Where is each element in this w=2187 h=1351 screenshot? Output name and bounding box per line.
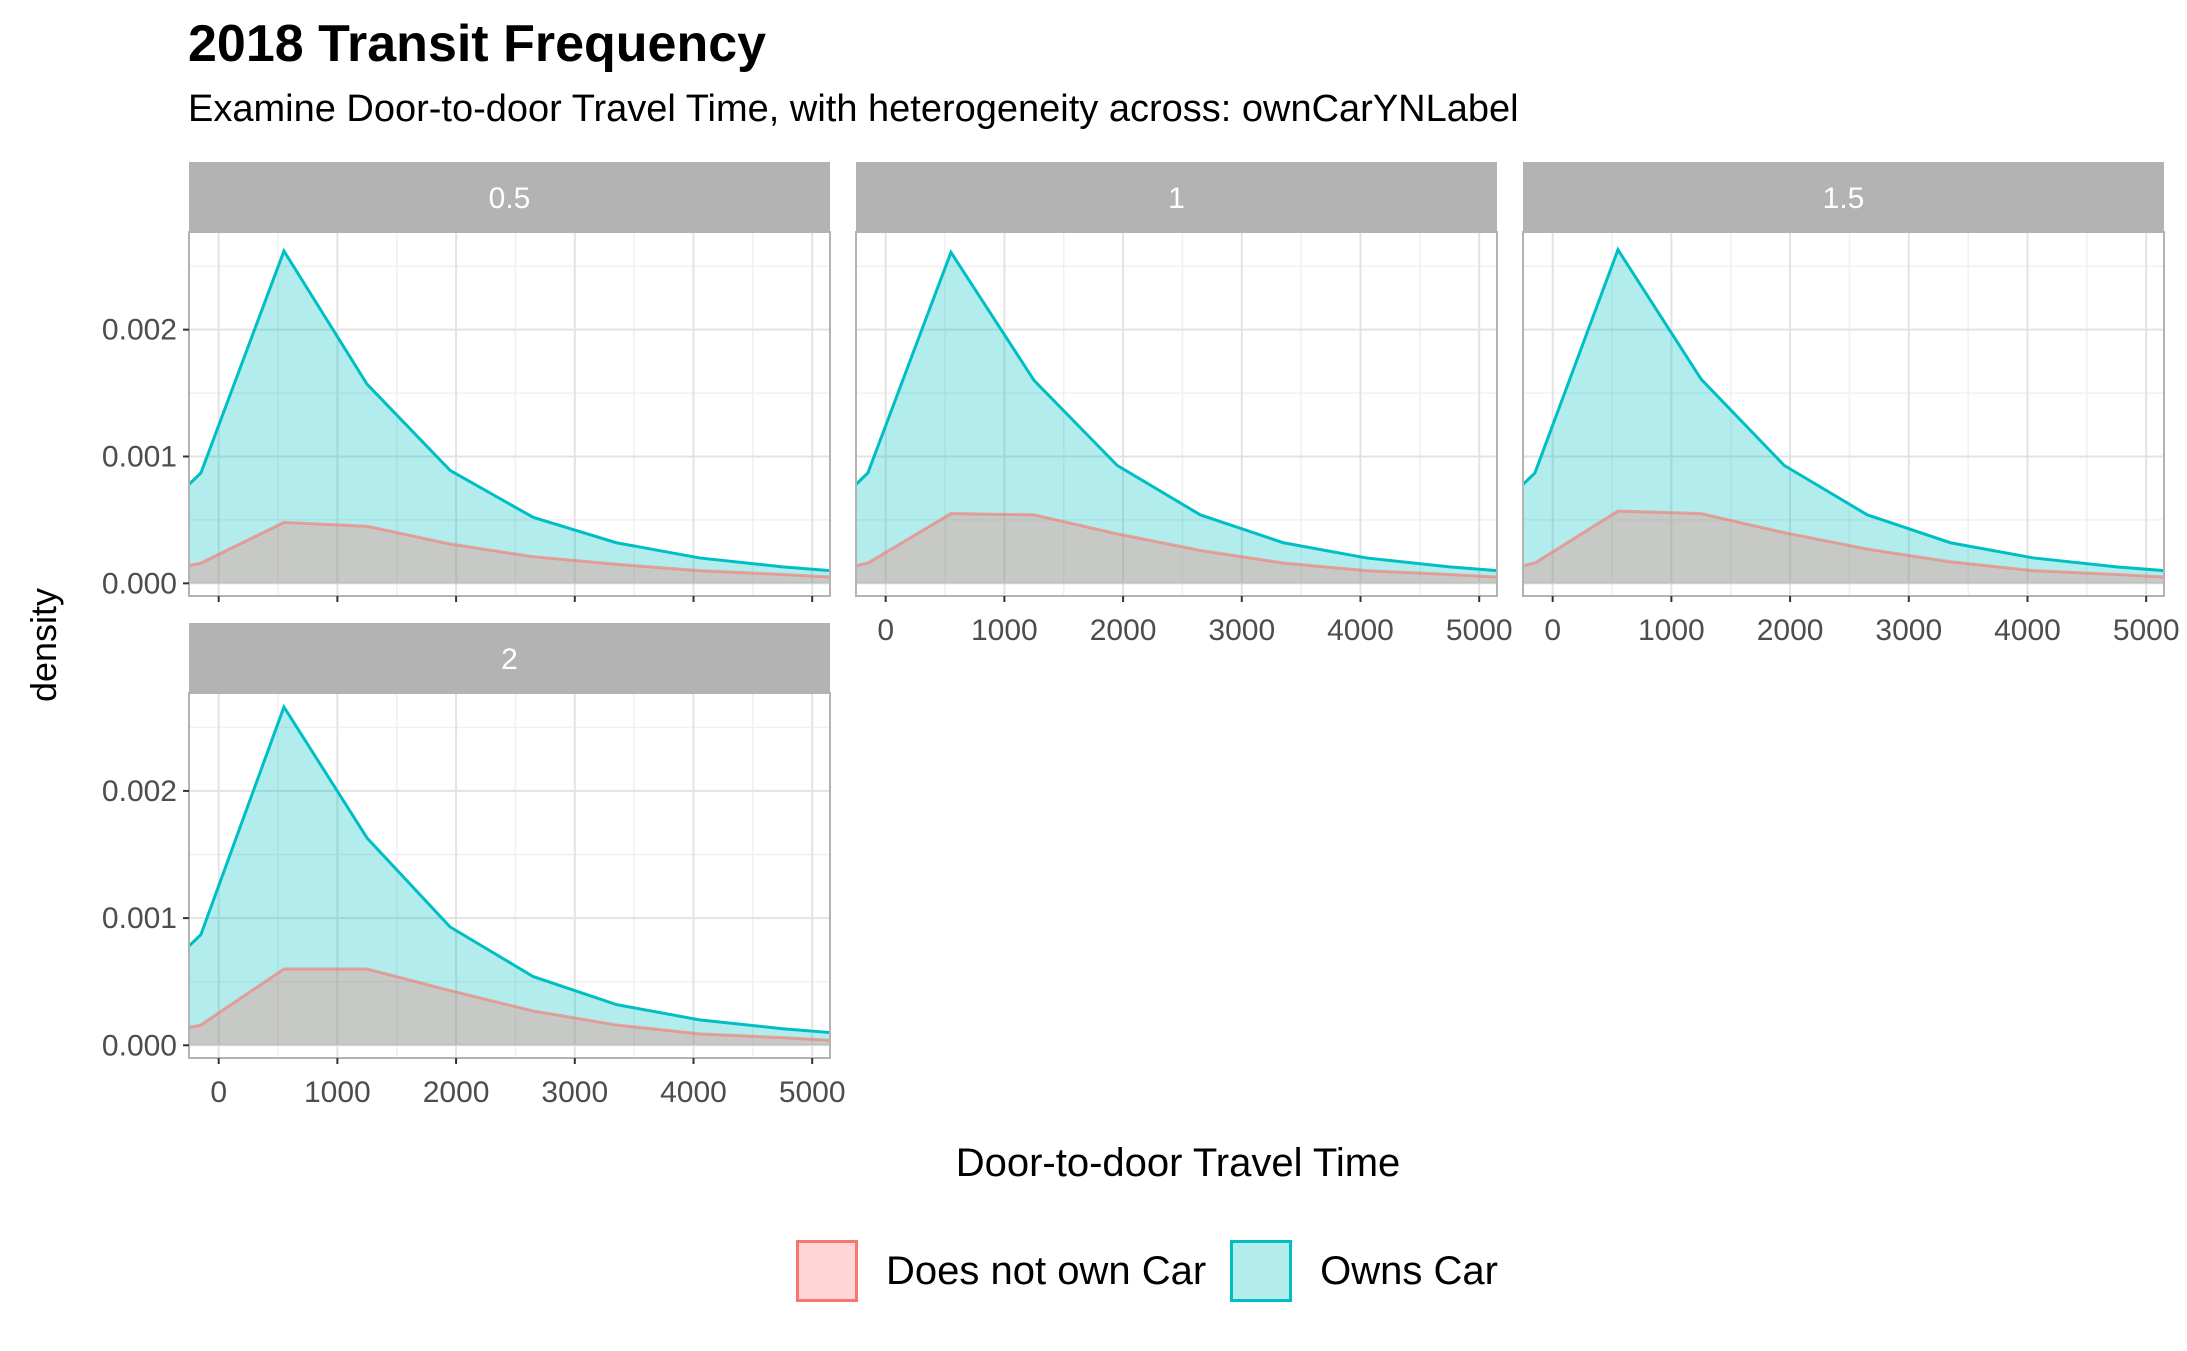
panel-border (855, 231, 1498, 597)
facet-strip (189, 162, 830, 232)
facet-panel-1: 1 0 1000 2000 3000 4000 5000 (854, 162, 1513, 647)
density-area-does-not-own-car (856, 513, 1497, 584)
legend: Does not own Car Owns Car (796, 1236, 1522, 1306)
density-area-owns-car (1523, 249, 2164, 584)
legend-key-does-not-own-car (796, 1240, 858, 1302)
legend-item-does-not-own-car: Does not own Car (796, 1240, 1206, 1302)
x-tick-label: 5000 (1446, 614, 1513, 647)
panel-border (1522, 231, 2165, 597)
density-area-does-not-own-car (189, 522, 830, 584)
y-tick-label: 0.002 (102, 314, 177, 347)
facet-strip-label: 1.5 (1823, 182, 1865, 215)
density-line-does-not-own-car (188, 967, 831, 1042)
facet-strip-label: 0.5 (489, 182, 531, 215)
density-line-does-not-own-car (1522, 509, 2165, 579)
y-tick-label: 0.001 (102, 902, 177, 935)
density-line-owns-car (187, 247, 831, 573)
legend-item-owns-car: Owns Car (1230, 1240, 1498, 1302)
facet-strip (856, 162, 1497, 232)
x-tick-label: 4000 (660, 1076, 727, 1109)
facet-panel-0-5: 0.5 0.000 0.001 0.002 (102, 162, 831, 602)
x-tick-label: 1000 (971, 614, 1038, 647)
legend-label-does-not-own-car: Does not own Car (886, 1248, 1207, 1293)
x-tick-label: 4000 (1327, 614, 1394, 647)
facet-strip-label: 1 (1168, 182, 1185, 215)
panel-border (188, 231, 831, 597)
x-tick-label: 1000 (304, 1076, 371, 1109)
legend-key-owns-car (1230, 1240, 1293, 1302)
x-tick-label: 5000 (779, 1076, 846, 1109)
density-area-does-not-own-car (189, 968, 830, 1046)
density-area-does-not-own-car (1523, 511, 2164, 584)
y-tick-label: 0.002 (102, 775, 177, 808)
panel-border (188, 692, 831, 1059)
x-tick-label: 0 (210, 1076, 227, 1109)
x-tick-label: 0 (877, 614, 894, 647)
x-tick-label: 2000 (1090, 614, 1157, 647)
density-area-owns-car (189, 706, 830, 1046)
density-line-owns-car (187, 703, 831, 1035)
y-tick-label: 0.000 (102, 567, 177, 600)
facet-strip-label: 2 (501, 643, 518, 676)
density-line-does-not-own-car (855, 512, 1498, 579)
facet-strip (189, 623, 830, 693)
x-tick-label: 3000 (541, 1076, 608, 1109)
x-tick-label: 5000 (2113, 614, 2180, 647)
x-tick-label: 1000 (1638, 614, 1705, 647)
facet-strip (1523, 162, 2164, 232)
chart-title: 2018 Transit Frequency (188, 15, 767, 73)
density-area-owns-car (189, 251, 830, 584)
chart-subtitle: Examine Door-to-door Travel Time, with h… (188, 88, 1519, 130)
x-tick-label: 2000 (1757, 614, 1824, 647)
y-tick-label: 0.000 (102, 1029, 177, 1062)
facet-panel-1-5: 1.5 0 1000 2000 3000 4000 5000 (1521, 162, 2180, 647)
x-tick-label: 0 (1544, 614, 1561, 647)
x-tick-label: 3000 (1875, 614, 1942, 647)
x-axis-title: Door-to-door Travel Time (955, 1141, 1401, 1185)
density-line-owns-car (1521, 246, 2165, 573)
x-tick-label: 4000 (1994, 614, 2061, 647)
density-line-does-not-own-car (188, 520, 831, 579)
density-line-owns-car (854, 248, 1498, 573)
density-area-owns-car (856, 252, 1497, 584)
legend-label-owns-car: Owns Car (1320, 1248, 1498, 1293)
x-tick-label: 3000 (1208, 614, 1275, 647)
facet-panel-2: 2 0.000 0.001 0.002 0 1000 2000 3000 4000 5000 (102, 623, 846, 1109)
x-tick-label: 2000 (423, 1076, 490, 1109)
y-tick-label: 0.001 (102, 440, 177, 473)
